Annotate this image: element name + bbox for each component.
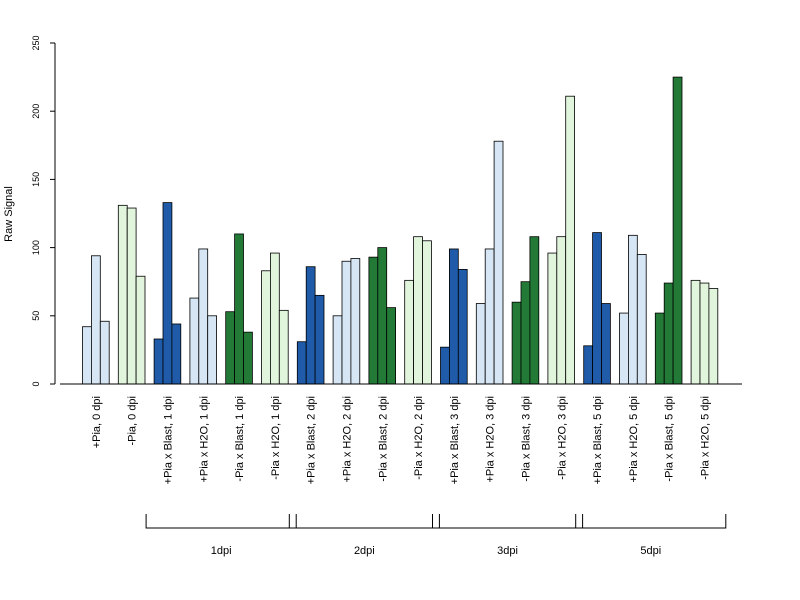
bar	[153, 338, 164, 385]
bar	[171, 323, 182, 385]
bar	[583, 345, 594, 385]
category-label: -Pia x H2O, 3 dpi	[556, 396, 568, 480]
bar	[207, 315, 217, 385]
y-tick-label: 250	[31, 35, 41, 50]
bar	[189, 297, 200, 385]
bar	[404, 279, 415, 385]
category-label: +Pia x H2O, 5 dpi	[628, 396, 640, 483]
bar	[91, 255, 101, 385]
category-label: -Pia x Blast, 1 dpi	[234, 396, 246, 482]
bar	[135, 275, 146, 385]
category-label: +Pia x Blast, 1 dpi	[162, 396, 174, 484]
bar	[529, 236, 540, 385]
category-label: +Pia x H2O, 1 dpi	[198, 396, 210, 483]
y-axis-title: Raw Signal	[3, 186, 15, 242]
y-tick-label: 0	[31, 381, 41, 386]
bar	[198, 248, 209, 385]
bar	[457, 269, 468, 385]
category-label: -Pia x Blast, 3 dpi	[520, 396, 532, 482]
category-label: -Pia x H2O, 2 dpi	[413, 396, 425, 480]
bar	[422, 240, 432, 385]
bar	[654, 312, 665, 385]
bar	[520, 281, 531, 385]
bar	[628, 234, 638, 385]
y-tick-label: 50	[31, 311, 41, 321]
bar	[475, 303, 486, 385]
bar	[332, 315, 343, 385]
bars	[82, 76, 719, 385]
bar	[601, 303, 611, 385]
category-label: -Pia x H2O, 1 dpi	[270, 396, 282, 480]
y-tick-label: 200	[31, 104, 41, 119]
bar	[690, 279, 701, 385]
bar	[162, 202, 173, 385]
bar	[672, 76, 683, 385]
category-label: -Pia x H2O, 5 dpi	[699, 396, 711, 480]
group-bracket	[288, 514, 440, 529]
bar	[82, 326, 92, 385]
y-tick-label: 150	[31, 172, 41, 187]
bar	[636, 254, 647, 385]
bar	[261, 270, 271, 385]
bar	[556, 236, 567, 385]
bar	[296, 341, 307, 385]
category-label: -Pia, 0 dpi	[127, 396, 139, 446]
bar	[99, 320, 110, 385]
category-label: +Pia x Blast, 3 dpi	[449, 396, 461, 484]
bar	[126, 207, 137, 385]
category-label: +Pia x H2O, 2 dpi	[341, 396, 353, 483]
group-brackets: 1dpi 2dpi 3dpi 5dpi	[145, 514, 727, 557]
bar	[225, 311, 235, 385]
group-bracket	[432, 514, 584, 529]
bar	[368, 256, 379, 385]
group-label: 1dpi	[211, 545, 232, 557]
bar	[565, 95, 576, 385]
bar	[699, 282, 710, 385]
bar	[234, 233, 244, 385]
bar	[413, 236, 423, 385]
bar	[592, 232, 602, 385]
bar	[305, 266, 316, 385]
bar	[484, 248, 495, 385]
group-bracket	[575, 514, 727, 529]
bar	[278, 309, 289, 385]
bar	[314, 294, 325, 385]
bar	[708, 288, 719, 385]
bar	[350, 258, 361, 385]
bar	[663, 282, 674, 385]
bar	[377, 247, 388, 385]
category-label: -Pia x Blast, 2 dpi	[377, 396, 389, 482]
category-labels: +Pia, 0 dpi -Pia, 0 dpi +Pia x Blast, 1 dp…	[91, 396, 712, 484]
category-label: +Pia, 0 dpi	[91, 396, 103, 448]
bar	[619, 312, 629, 385]
category-label: +Pia x H2O, 3 dpi	[485, 396, 497, 483]
bar	[243, 331, 253, 385]
bar	[511, 301, 522, 385]
category-label: -Pia x Blast, 5 dpi	[664, 396, 676, 482]
group-label: 2dpi	[354, 545, 375, 557]
bar	[117, 204, 128, 385]
bar	[440, 346, 450, 385]
group-label: 3dpi	[497, 545, 518, 557]
bar	[386, 307, 397, 385]
group-bracket	[145, 514, 297, 529]
category-label: +Pia x Blast, 5 dpi	[592, 396, 604, 484]
bar	[547, 252, 558, 385]
group-label: 5dpi	[640, 545, 661, 557]
bar	[448, 248, 459, 385]
bar	[341, 260, 352, 385]
bar	[269, 252, 280, 385]
category-label: +Pia x Blast, 2 dpi	[306, 396, 318, 484]
y-tick-label: 100	[31, 240, 41, 255]
bar	[493, 140, 504, 385]
y-axis: 0 50 100 150 200 250	[31, 35, 56, 387]
